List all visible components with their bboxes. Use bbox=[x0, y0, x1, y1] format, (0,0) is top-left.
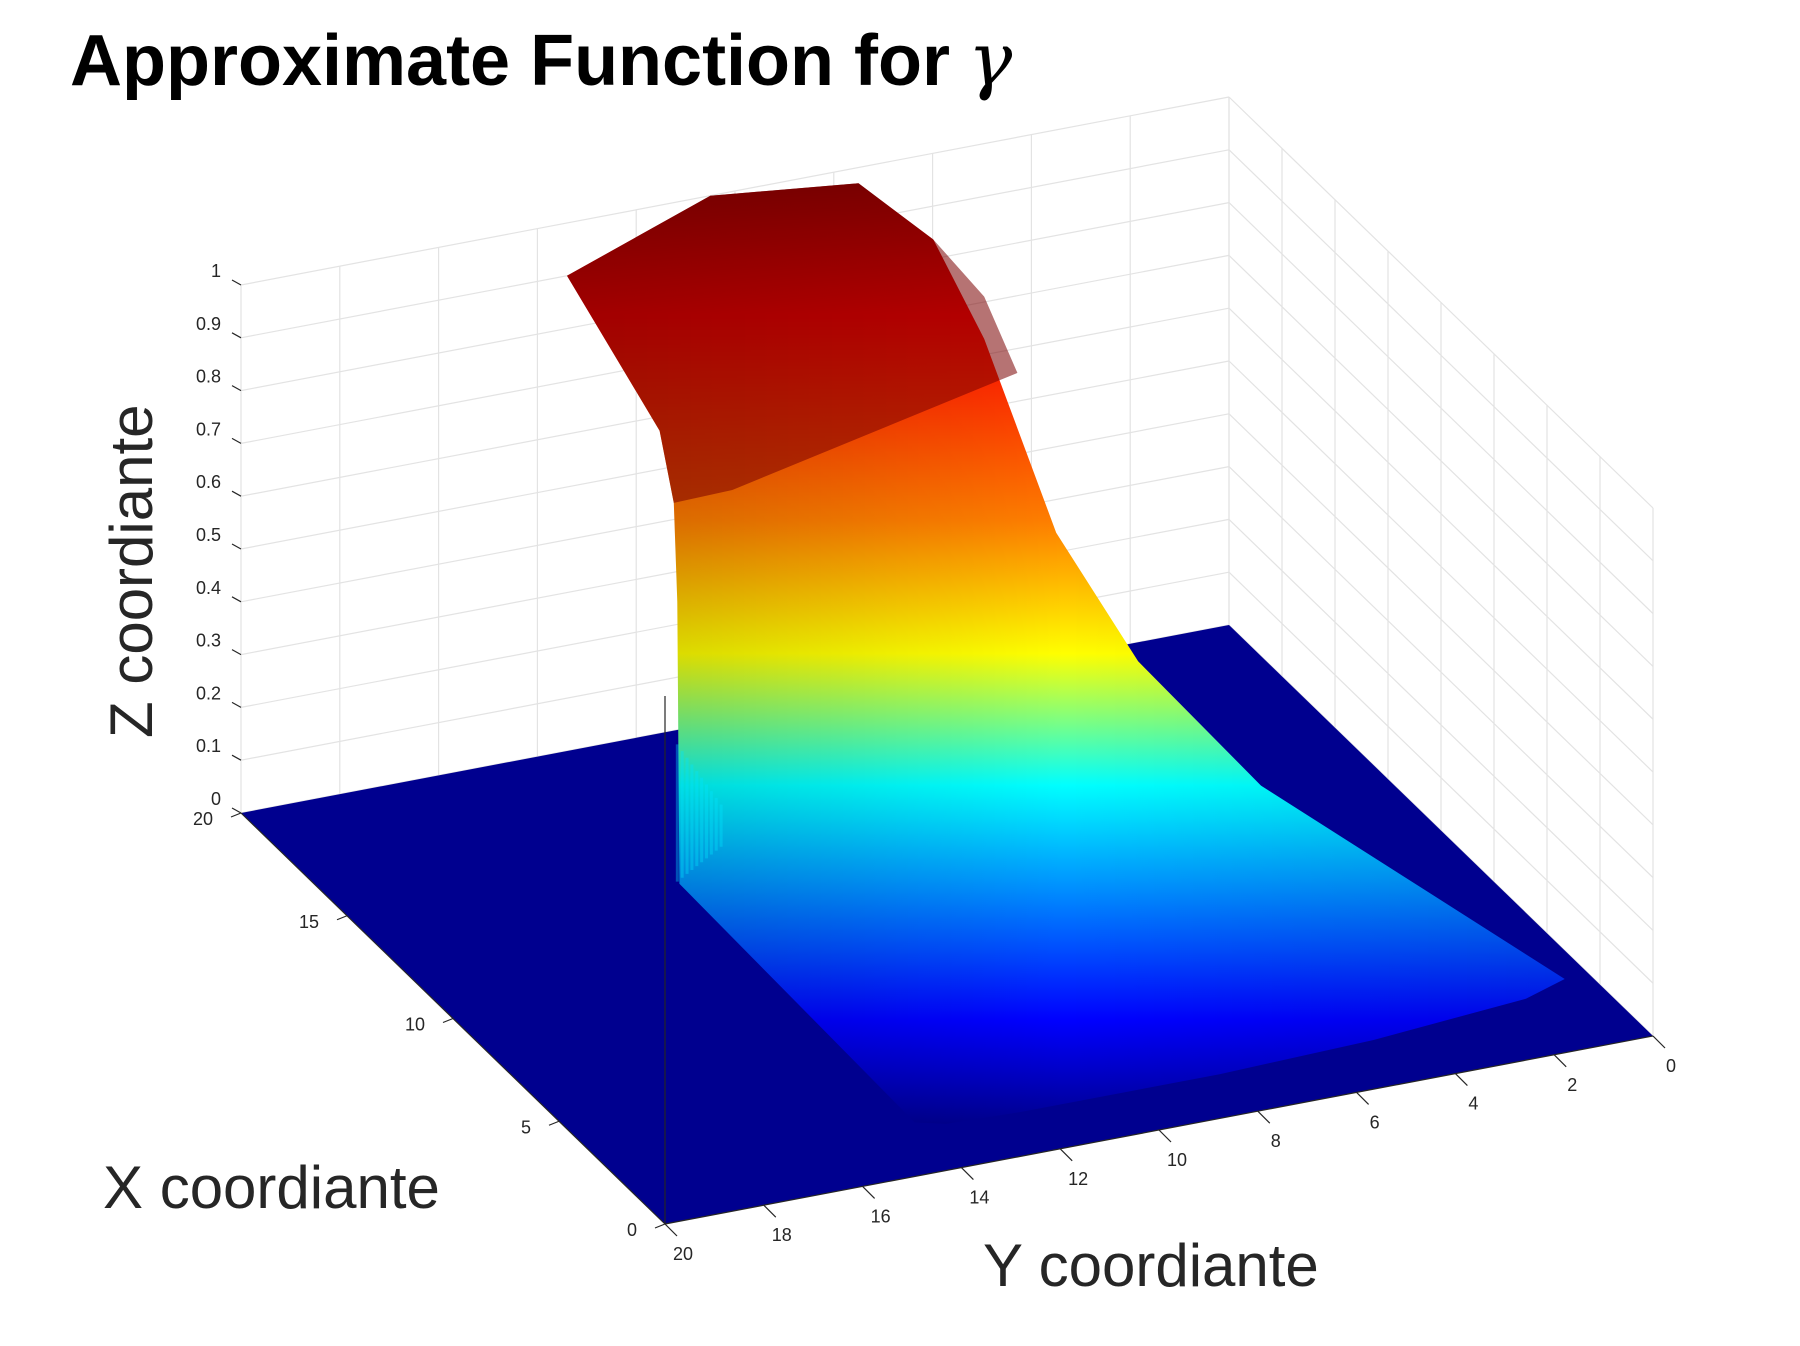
z-tick-label: 0.8 bbox=[196, 367, 221, 387]
z-tick-mark bbox=[231, 279, 242, 286]
z-tick-label: 0.4 bbox=[196, 578, 221, 598]
z-tick-label: 1 bbox=[211, 261, 221, 281]
tick-labels: 00.10.20.30.40.50.60.70.80.9105101520024… bbox=[193, 261, 1676, 1264]
grid-line-side-z bbox=[1228, 571, 1654, 984]
z-tick-mark bbox=[231, 385, 242, 392]
hump-peak-cap bbox=[567, 183, 1018, 503]
z-tick-mark bbox=[231, 807, 242, 814]
grid-line-side-z bbox=[1228, 413, 1654, 826]
z-tick-mark bbox=[231, 649, 242, 656]
grid-line-side-z bbox=[1228, 466, 1654, 879]
y-tick-mark bbox=[1652, 1035, 1666, 1049]
z-tick-label: 0.2 bbox=[196, 683, 221, 703]
grid-line-side-z bbox=[1228, 518, 1654, 931]
z-tick-mark bbox=[231, 332, 242, 339]
chart-title: Approximate Function for bbox=[70, 21, 950, 101]
z-tick-label: 0.5 bbox=[196, 525, 221, 545]
y-tick-mark bbox=[664, 1223, 678, 1237]
z-tick-label: 0.9 bbox=[196, 314, 221, 334]
y-tick-label: 4 bbox=[1468, 1094, 1478, 1114]
y-tick-label: 12 bbox=[1068, 1169, 1088, 1189]
z-tick-mark bbox=[231, 596, 242, 603]
y-tick-label: 20 bbox=[673, 1244, 693, 1264]
z-tick-label: 0.1 bbox=[196, 736, 221, 756]
x-axis-label: X coordiante bbox=[103, 1154, 440, 1221]
y-tick-mark bbox=[862, 1185, 876, 1199]
z-tick-mark bbox=[231, 701, 242, 708]
grid-line-back-z bbox=[240, 96, 1230, 286]
x-tick-mark bbox=[654, 1223, 666, 1229]
y-tick-label: 10 bbox=[1167, 1150, 1187, 1170]
z-tick-mark bbox=[231, 490, 242, 497]
x-tick-label: 20 bbox=[193, 809, 213, 829]
grid-line-side-z bbox=[1228, 96, 1654, 509]
chart-title-symbol: γ bbox=[968, 17, 1013, 103]
y-tick-label: 18 bbox=[772, 1225, 792, 1245]
y-tick-mark bbox=[1356, 1091, 1370, 1105]
y-tick-label: 16 bbox=[871, 1206, 891, 1226]
x-tick-mark bbox=[336, 915, 348, 921]
y-tick-mark bbox=[960, 1167, 974, 1181]
y-tick-mark bbox=[1158, 1129, 1172, 1143]
z-tick-mark bbox=[231, 754, 242, 761]
grid-line-side-z bbox=[1228, 149, 1654, 562]
x-tick-mark bbox=[548, 1120, 560, 1126]
z-tick-label: 0.6 bbox=[196, 472, 221, 492]
z-tick-label: 0.3 bbox=[196, 631, 221, 651]
surface-hump bbox=[567, 183, 1565, 1124]
y-tick-label: 14 bbox=[969, 1188, 989, 1208]
x-tick-mark bbox=[442, 1017, 454, 1024]
y-tick-mark bbox=[1454, 1073, 1468, 1087]
y-tick-label: 8 bbox=[1271, 1131, 1281, 1151]
y-tick-mark bbox=[1553, 1054, 1567, 1068]
z-tick-mark bbox=[231, 437, 242, 444]
x-tick-label: 5 bbox=[521, 1117, 531, 1137]
z-tick-mark bbox=[231, 543, 242, 550]
y-axis-label: Y coordiante bbox=[983, 1232, 1319, 1299]
y-tick-label: 2 bbox=[1567, 1075, 1577, 1095]
x-tick-mark bbox=[230, 812, 242, 818]
y-tick-mark bbox=[1257, 1110, 1271, 1124]
y-tick-label: 6 bbox=[1370, 1112, 1380, 1132]
y-tick-mark bbox=[1059, 1148, 1073, 1162]
z-tick-label: 0.7 bbox=[196, 419, 221, 439]
z-tick-label: 0 bbox=[211, 789, 221, 809]
x-tick-label: 10 bbox=[405, 1015, 425, 1035]
z-axis-label: Z coordiante bbox=[98, 404, 165, 738]
x-tick-label: 15 bbox=[299, 912, 319, 932]
grid-line-side-z bbox=[1228, 202, 1654, 615]
y-tick-label: 0 bbox=[1666, 1056, 1676, 1076]
x-tick-label: 0 bbox=[627, 1220, 637, 1240]
grid-line-side-z bbox=[1228, 360, 1654, 773]
y-tick-mark bbox=[763, 1204, 777, 1218]
grid-line-side-z bbox=[1228, 254, 1654, 667]
grid-line-side-z bbox=[1228, 307, 1654, 720]
